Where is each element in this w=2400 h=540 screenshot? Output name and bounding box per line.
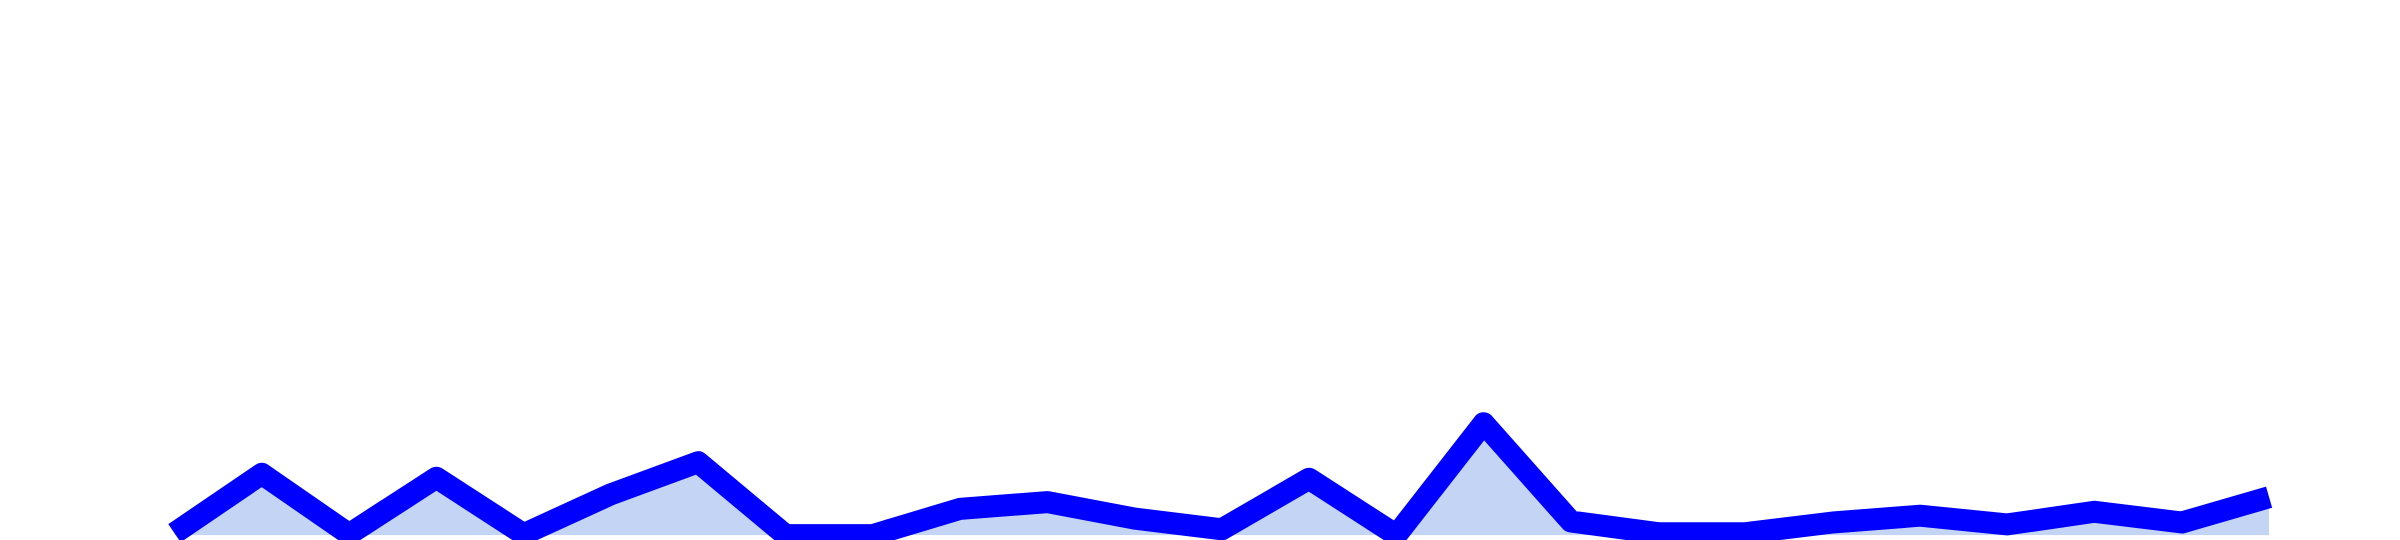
area-fill-layer [174, 423, 2270, 536]
series-0-area [174, 423, 2270, 536]
series-0-line [168, 412, 2273, 540]
line-layer [168, 412, 2273, 540]
